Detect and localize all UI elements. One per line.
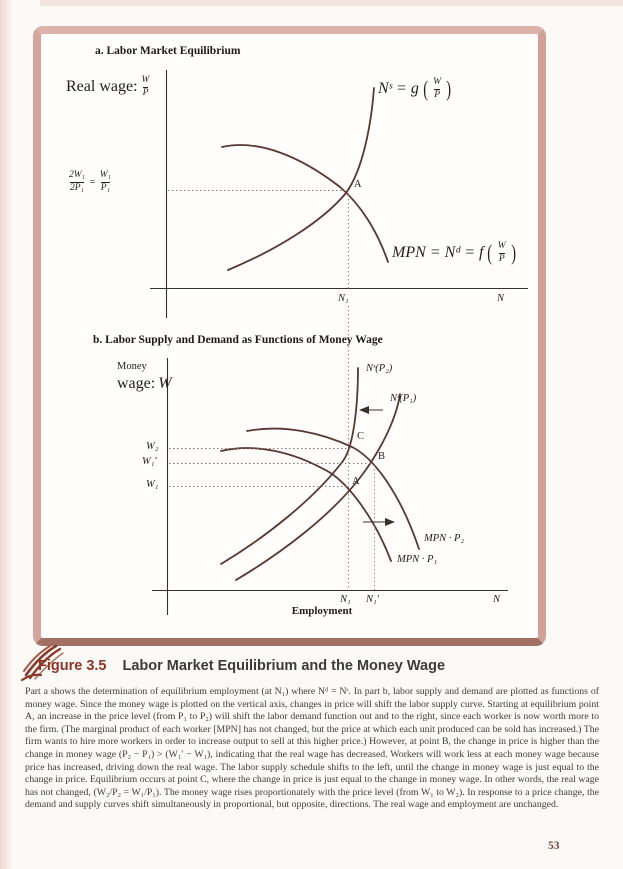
panel-b-x-tick-n1: N₁ (340, 594, 351, 605)
supply-shift-left-arrow (359, 406, 383, 414)
panel-b-point-b: B (378, 451, 386, 462)
panel-b-x-tick-n1prime: N₁′ (366, 594, 379, 605)
panel-b-y-label-line1: Money (117, 361, 147, 372)
open-paren: ( (487, 240, 493, 266)
figure-caption-heading: Figure 3.5 Labor Market Equilibrium and … (38, 658, 445, 674)
panel-b-demand-curve-p1 (220, 447, 392, 562)
panel-a-y-axis-label: Real wage: W P (66, 75, 150, 98)
panel-b-supply-curve-p1 (235, 393, 401, 581)
panel-b-x-axis-title: Employment (291, 605, 353, 617)
figure-title: Labor Market Equilibrium and the Money W… (122, 658, 446, 674)
panel-a-x-label-n: N (497, 293, 505, 304)
panel-a-title: a. Labor Market Equilibrium (95, 45, 241, 57)
panel-b-point-a: A (352, 476, 360, 487)
figure-caption-body: Part a shows the determination of equili… (25, 686, 599, 811)
equals-sign: = (88, 176, 96, 188)
panel-b-supply-curve-p2 (220, 367, 359, 565)
panel-a-supply-label: Nˢ = g ( W P ) (378, 76, 452, 102)
tick-fraction-2w1-2p1: 2W₁ 2P₁ (69, 170, 85, 193)
money-wage-var: W (158, 375, 172, 392)
demand-label-fraction: W P (497, 241, 506, 264)
panel-b-title: b. Labor Supply and Demand as Functions … (93, 334, 383, 346)
panel-a-point-a: A (354, 179, 362, 190)
page-left-edge-shading (0, 0, 14, 869)
open-paren: ( (423, 76, 428, 102)
tick-fraction-w1-p1: W₁ P₁ (99, 170, 111, 193)
page-top-edge-shading (40, 0, 623, 6)
demand-label-prefix: MPN = Nᵈ = f (392, 244, 484, 261)
real-wage-fraction: W P (141, 75, 150, 98)
close-paren: ) (446, 76, 452, 102)
demand-shift-right-arrow (363, 518, 395, 526)
scribble-icon (20, 644, 64, 682)
panel-a-labor-supply-curve (227, 87, 375, 271)
panel-b-y-label-line2: wage: W (117, 375, 172, 393)
panel-a-x-tick-n1: N₁ (338, 293, 349, 304)
close-paren: ) (510, 240, 516, 266)
supply-label-prefix: Nˢ = g (378, 80, 419, 97)
panel-b-tick-w2: W₂ (146, 441, 159, 452)
panel-b-x-label-n: N (493, 594, 501, 605)
panel-b-supply-p2-label: Nˢ(P₂) (366, 363, 393, 374)
panel-b-demand-curve-p2 (246, 427, 420, 550)
supply-label-fraction: W P (433, 77, 442, 100)
panel-a-wage-tick: 2W₁ 2P₁ = W₁ P₁ (68, 170, 112, 193)
panel-b-point-c: C (357, 431, 365, 442)
panel-b-demand-p1-label: MPN · P₁ (397, 554, 438, 565)
panel-a-demand-label: MPN = Nᵈ = f ( W P ) (392, 240, 517, 266)
panel-b-supply-p1-label: Nˢ(P₁) (390, 393, 417, 404)
page-number: 53 (548, 840, 560, 852)
money-wage-prefix: wage: (117, 375, 156, 392)
panel-b-tick-w1: W₁ (146, 479, 159, 490)
panel-b-demand-p2-label: MPN · P₂ (424, 533, 465, 544)
figure-number-label: Figure 3.5 (38, 658, 107, 674)
panel-a-labor-demand-curve (221, 144, 389, 263)
panel-b-tick-w1prime: W₁′ (142, 456, 157, 467)
real-wage-prefix: Real wage: (66, 78, 138, 95)
figure-frame (33, 26, 546, 646)
